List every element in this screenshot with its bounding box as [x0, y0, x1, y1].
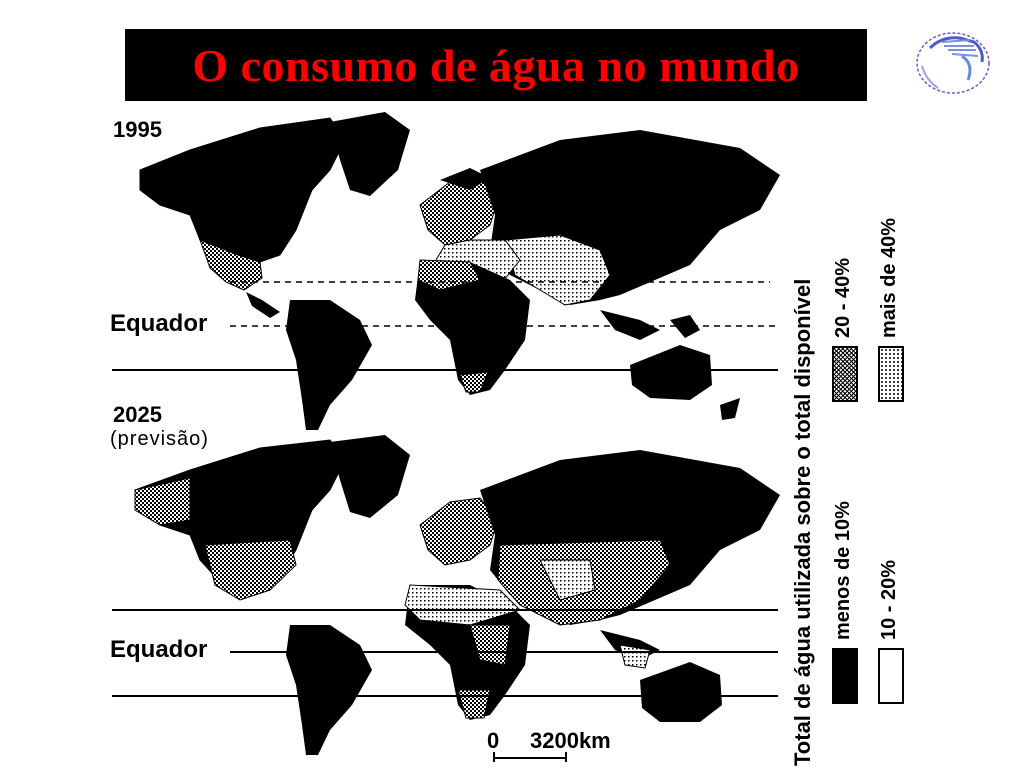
legend-label-10-20: 10 - 20% [878, 559, 900, 640]
year-label-2025: 2025 [113, 402, 162, 427]
equator-label-1995: Equador [110, 310, 208, 337]
map-1995 [112, 112, 780, 430]
scale-start-label: 0 [487, 728, 500, 753]
scale-bar [493, 752, 567, 762]
australia [630, 345, 712, 400]
africa [415, 260, 530, 395]
legend-label-under-10: menos de 10% [832, 501, 854, 640]
legend-swatch-10-20 [878, 648, 904, 704]
legend-swatch-20-40 [832, 346, 858, 402]
globe-icon [916, 32, 990, 94]
north-america [139, 117, 346, 263]
legend-title: Total de água utilizada sobre o total di… [790, 278, 815, 766]
legend-swatch-under-10 [832, 648, 858, 704]
map-2025 [112, 435, 780, 755]
legend-swatch-over-40 [878, 346, 904, 402]
greenland [330, 112, 410, 196]
title-bar: O consumo de água no mundo [125, 29, 867, 101]
scale-end-label: 3200km [530, 728, 611, 753]
legend-label-20-40: 20 - 40% [832, 257, 854, 338]
slide-title: O consumo de água no mundo [192, 39, 800, 91]
south-america [286, 300, 372, 430]
equator-label-2025: Equador [110, 636, 208, 663]
legend-label-over-40: mais de 40% [878, 217, 900, 338]
year-label-1995: 1995 [113, 117, 162, 142]
forecast-note: (previsão) [110, 428, 209, 450]
